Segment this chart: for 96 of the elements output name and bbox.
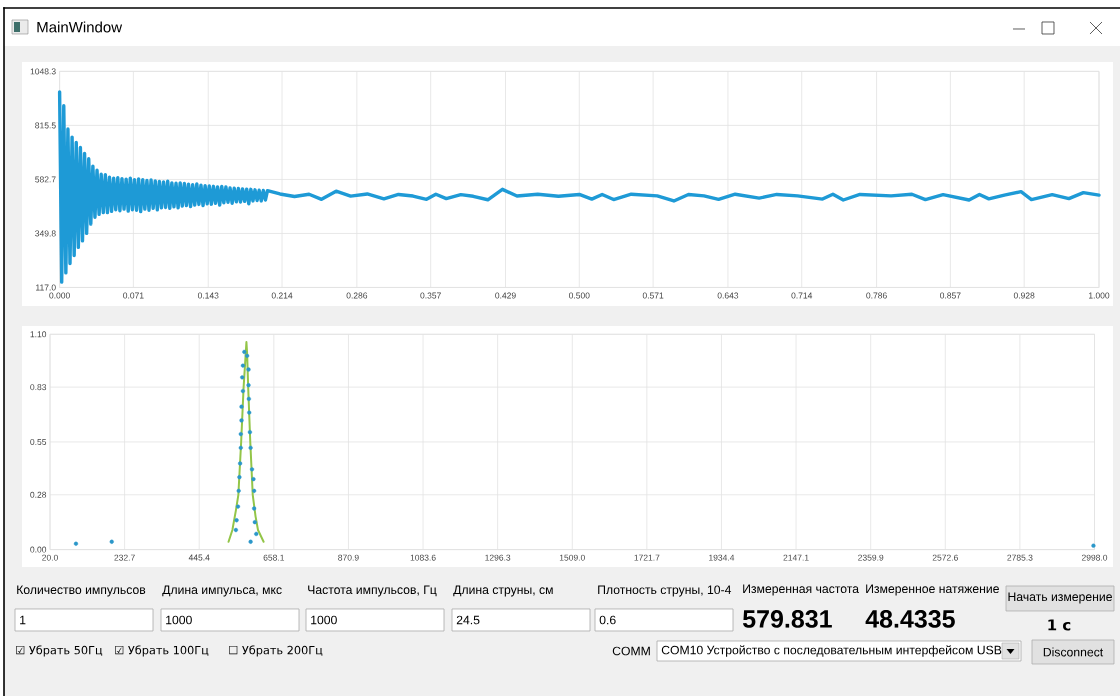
text: COM10 Устройство с последовательным интерфейсом USB [661, 645, 1002, 657]
point [251, 477, 256, 482]
x-tick-label: 0.928 [1013, 292, 1035, 299]
point [240, 388, 246, 394]
text: Начать измерение [1008, 592, 1112, 604]
x-tick-label: 445.4 [188, 554, 210, 561]
x-tick-label: 2359.9 [858, 554, 884, 561]
x-tick-label: 232.7 [114, 554, 135, 561]
text: ☑ Убрать 100Гц [115, 645, 209, 657]
point [238, 445, 243, 450]
x-tick-label: 0.143 [197, 292, 219, 299]
text: COMM [612, 646, 650, 656]
text: Измеренное натяжение [866, 584, 999, 596]
text: Измеренная частота [743, 584, 860, 596]
text: 1 [20, 615, 26, 625]
point [236, 488, 241, 493]
point [1091, 543, 1096, 548]
text: ☑ Убрать 50Гц [16, 645, 103, 657]
x-tick-label: 0.714 [791, 292, 813, 299]
x-tick-label: 0.857 [940, 292, 961, 299]
x-tick-label: 1.000 [1089, 292, 1110, 299]
chart-title: MainWindow [37, 21, 123, 33]
y-tick-label: 1.10 [30, 331, 47, 338]
x-tick-label: 2572.6 [932, 554, 958, 561]
text: 0.6 [599, 615, 616, 625]
point [240, 363, 246, 368]
x-tick-label: 2147.1 [783, 554, 809, 561]
point [247, 410, 252, 415]
x-tick-label: 0.500 [569, 292, 590, 299]
x-tick-label: 0.571 [642, 292, 664, 299]
x-tick-label: 0.429 [495, 292, 516, 299]
line-series [227, 341, 265, 543]
y-tick-label: 0.83 [30, 384, 47, 391]
text: Длина импульса, мкс [162, 585, 282, 597]
x-tick-label: 0.357 [420, 292, 441, 299]
point [239, 418, 244, 423]
y-tick-label: 0.00 [30, 546, 47, 553]
x-tick-label: 0.786 [866, 292, 887, 299]
text: Количество импульсов [17, 585, 146, 597]
point [248, 539, 253, 544]
x-tick-label: 0.000 [49, 292, 70, 299]
x-tick-label: 2998.0 [1081, 554, 1108, 561]
point [240, 375, 245, 380]
text: 579.831 [742, 610, 832, 628]
point [245, 353, 250, 358]
x-tick-label: 1721.7 [634, 554, 660, 561]
point [242, 349, 247, 355]
text: 48.4335 [865, 610, 955, 628]
x-tick-label: 0.643 [717, 292, 739, 299]
y-tick-label: 0.55 [30, 438, 47, 445]
x-tick-label: 0.286 [346, 292, 368, 299]
point [254, 531, 259, 537]
point [109, 539, 114, 544]
x-tick-label: 658.1 [263, 554, 285, 561]
text: Длина струны, см [453, 585, 553, 597]
point [246, 367, 251, 372]
x-tick-label: 1296.3 [485, 554, 511, 561]
point [249, 467, 255, 472]
x-tick-label: 1509.0 [559, 554, 585, 561]
y-tick-label: 117.0 [36, 284, 56, 291]
x-tick-label: 0.214 [271, 292, 293, 299]
y-tick-label: 349.8 [35, 230, 56, 237]
point [252, 520, 257, 525]
y-tick-label: 815.5 [35, 122, 56, 129]
x-tick-label: 20.0 [42, 554, 58, 561]
line-series [57, 90, 1101, 284]
point [233, 527, 238, 533]
x-tick-label: 870.9 [338, 554, 359, 561]
point [246, 383, 251, 388]
point [252, 488, 257, 493]
x-tick-label: 0.071 [123, 292, 144, 299]
point [238, 432, 243, 437]
point [235, 504, 241, 509]
text: 1 с [1048, 619, 1071, 631]
point [248, 445, 253, 450]
point [234, 518, 239, 523]
x-tick-label: 2785.3 [1007, 554, 1033, 561]
y-tick-label: 0.28 [30, 491, 47, 498]
point [238, 461, 243, 466]
text: 1000 [311, 615, 337, 625]
text: 24.5 [456, 615, 480, 625]
text: Disconnect [1043, 647, 1104, 657]
text: Плотность струны, 10-4 [598, 585, 732, 597]
y-tick-label: 582.7 [35, 176, 56, 183]
point [237, 475, 242, 480]
point [252, 506, 257, 511]
x-tick-label: 1083.6 [410, 554, 436, 561]
point [246, 396, 251, 401]
point [73, 541, 79, 546]
text: ☐ Убрать 200Гц [229, 645, 323, 657]
x-tick-label: 1934.4 [709, 554, 735, 561]
text: 1000 [166, 615, 192, 625]
point [239, 404, 244, 409]
text: Частота импульсов, Гц [308, 585, 437, 597]
point [247, 430, 253, 435]
y-tick-label: 1048.3 [30, 68, 56, 75]
